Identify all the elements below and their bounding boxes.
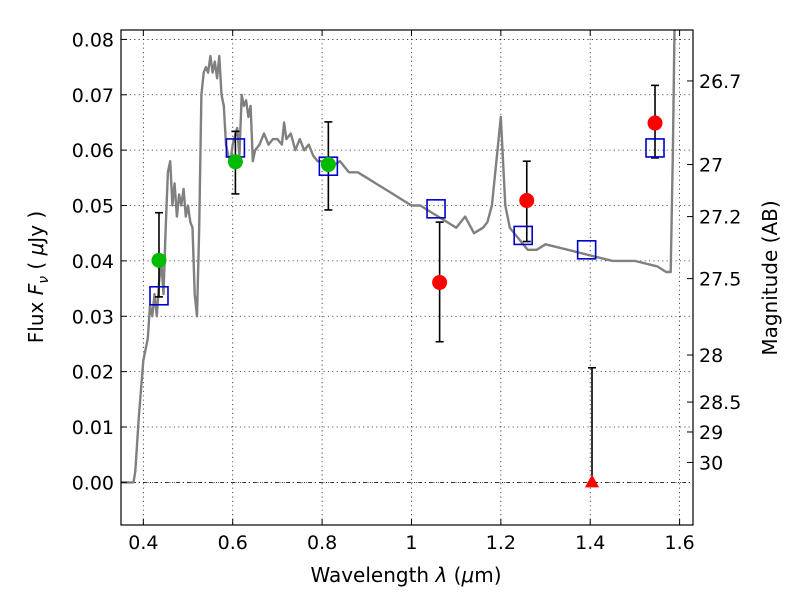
y-tick-label: 0.02 (72, 362, 114, 384)
y-tick-label: 0.04 (72, 251, 114, 273)
magnitude-tick-label: 30 (699, 452, 723, 474)
y-tick-label: 0.07 (72, 85, 114, 107)
y-axis-label: Flux Fν ( μJy ) (24, 211, 52, 343)
y-tick-label: 0.01 (72, 417, 114, 439)
upper-limit-triangle (585, 474, 600, 488)
magnitude-tick-label: 27 (699, 155, 723, 177)
magnitude-tick-label: 27.2 (699, 207, 741, 229)
observed-point-green (227, 154, 243, 170)
model-band-square (149, 285, 169, 306)
observed-point-red (519, 193, 535, 209)
x-axis: 0.4 0.6 0.8 1 1.2 1.4 1.6 (128, 30, 695, 554)
grid (121, 30, 693, 525)
x-tick-label: 0.4 (128, 532, 158, 554)
y-tick-label: 0.03 (72, 306, 114, 328)
y-axis: 0.00 0.01 0.02 0.03 0.04 0.05 0.06 0.07 0.08 (72, 29, 127, 494)
magnitude-axis-label: Magnitude (AB) (758, 200, 782, 355)
magnitude-tick-label: 29 (699, 422, 723, 444)
x-tick-label: 0.8 (307, 532, 337, 554)
model-sed-line (121, 30, 676, 484)
magnitude-axis: 26.7 27 27.2 27.5 28 28.5 29 30 (687, 71, 741, 474)
y-tick-label: 0.05 (72, 196, 114, 218)
x-tick-label: 1.6 (664, 532, 694, 554)
error-bars (154, 84, 660, 484)
magnitude-tick-label: 26.7 (699, 71, 741, 93)
markers (149, 115, 665, 488)
model-band-square (576, 240, 597, 260)
x-tick-label: 1.2 (486, 532, 516, 554)
magnitude-tick-label: 27.5 (699, 269, 741, 291)
magnitude-tick-label: 28 (699, 345, 723, 367)
y-tick-label: 0.00 (72, 472, 114, 494)
y-tick-label: 0.08 (72, 29, 114, 51)
model-band-square (513, 225, 533, 246)
plot-frame (120, 29, 694, 526)
y-tick-label: 0.06 (72, 140, 114, 162)
observed-point-red (432, 274, 448, 290)
model-band-square (645, 138, 665, 158)
model-band-square (426, 199, 446, 219)
magnitude-tick-label: 28.5 (699, 392, 741, 414)
x-tick-label: 1.4 (575, 532, 605, 554)
x-axis-label: Wavelength λ (μm) (310, 563, 501, 587)
observed-point-red (647, 115, 663, 131)
x-tick-label: 0.6 (218, 532, 248, 554)
observed-point-green (151, 252, 167, 268)
observed-point-green (320, 157, 336, 173)
plot-area (121, 30, 676, 484)
x-tick-label: 1 (405, 532, 417, 554)
